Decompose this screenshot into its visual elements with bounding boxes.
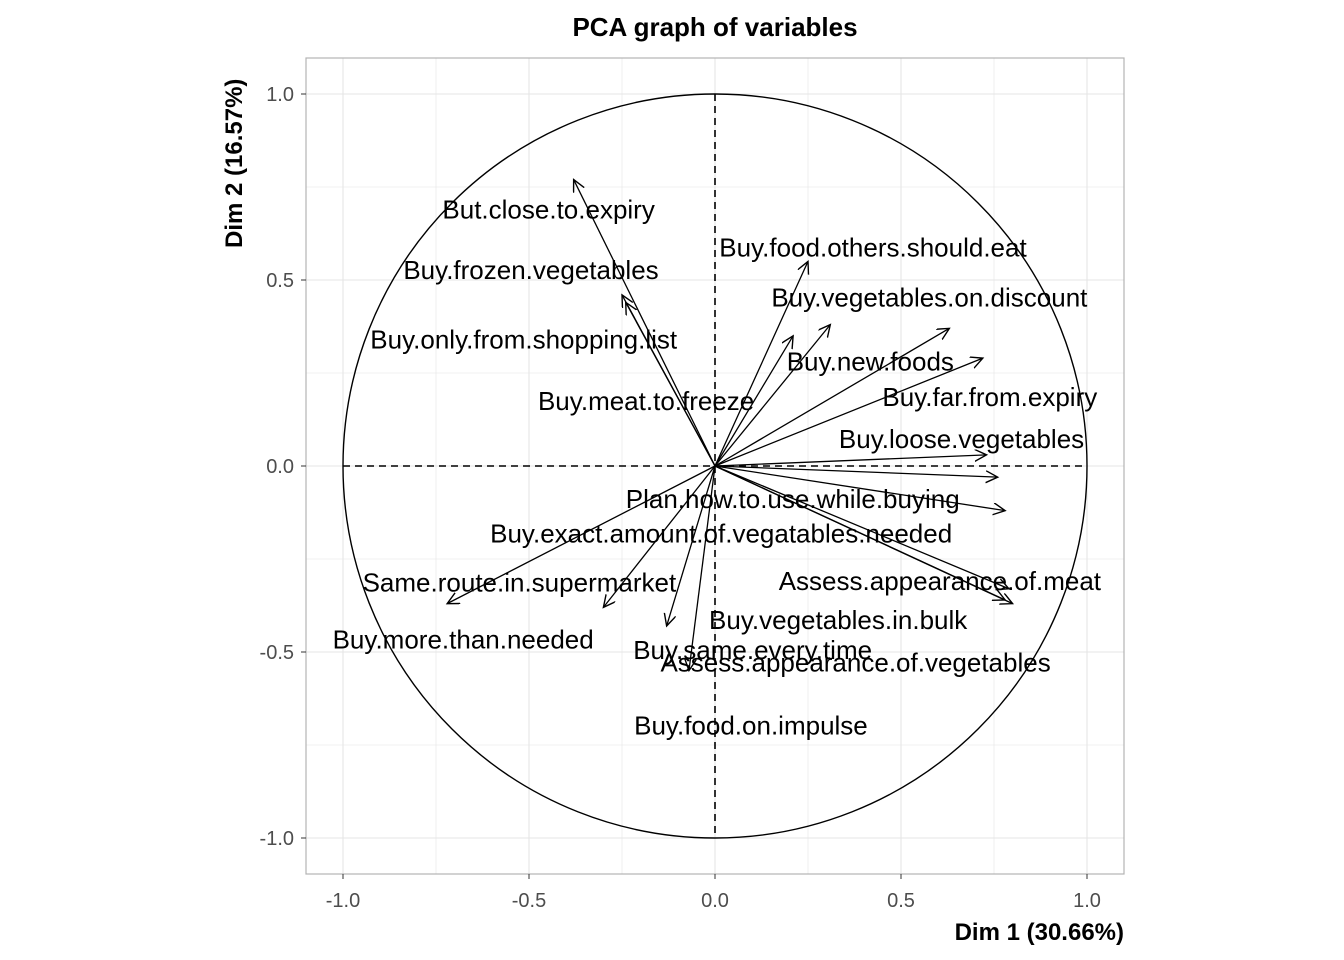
variable-arrow: [714, 261, 808, 467]
variable-arrow: [603, 465, 716, 607]
unit-circle-layer: [342, 93, 1088, 839]
variable-arrow: [714, 455, 987, 467]
x-axis-title: Dim 1 (30.66%): [955, 919, 1124, 946]
variable-labels: But.close.to.expiry Buy.frozen.vegetables…: [333, 195, 1102, 741]
y-axis-title: Dim 2 (16.57%): [221, 79, 248, 248]
y-tick-label: 0.5: [266, 270, 294, 292]
variable-label: Plan.how.to.use.while.buying: [626, 484, 960, 514]
variable-arrow: [626, 302, 716, 467]
x-tick-label: 0.5: [887, 890, 915, 912]
y-axis-ticks: -1.0 -0.5 0.0 0.5 1.0: [260, 84, 306, 850]
variable-arrow: [714, 325, 830, 467]
variable-label: Assess.appearance.of.vegetables: [660, 648, 1050, 678]
variable-arrow: [714, 465, 1009, 589]
variable-label: Buy.meat.to.freeze: [538, 386, 754, 416]
variable-arrow: [447, 465, 716, 604]
x-axis-ticks: -1.0 -0.5 0.0 0.5 1.0: [326, 874, 1101, 912]
variable-label: Buy.loose.vegetables: [839, 424, 1084, 454]
y-tick-label: -0.5: [260, 642, 294, 664]
variable-label: Buy.far.from.expiry: [882, 382, 1097, 412]
variable-label: Buy.exact.amount.of.vegatables.needed: [490, 519, 952, 549]
variable-label: Buy.food.others.should.eat: [719, 232, 1027, 262]
variable-label: Buy.frozen.vegetables: [403, 255, 658, 285]
variable-label: Buy.new.foods: [787, 347, 954, 377]
variable-label: But.close.to.expiry: [442, 195, 654, 225]
variable-label: Buy.only.from.shopping.list: [370, 324, 678, 354]
x-tick-label: 1.0: [1073, 890, 1101, 912]
variable-arrow: [689, 465, 716, 671]
variable-label: Buy.same.every.time: [633, 635, 872, 665]
unit-circle: [342, 93, 1088, 839]
x-tick-label: -0.5: [512, 890, 546, 912]
variable-label: Assess.appearance.of.meat: [779, 566, 1102, 596]
chart-title: PCA graph of variables: [572, 12, 857, 42]
variable-arrow: [667, 465, 716, 626]
variable-label: Same.route.in.supermarket: [363, 567, 677, 597]
variable-arrow: [714, 465, 998, 477]
variable-label: Buy.vegetables.on.discount: [771, 282, 1088, 312]
x-tick-label: 0.0: [701, 890, 729, 912]
y-tick-label: 1.0: [266, 84, 294, 106]
variable-arrow: [714, 358, 983, 467]
variable-label: Buy.vegetables.in.bulk: [709, 605, 968, 635]
y-tick-label: -1.0: [260, 828, 294, 850]
variable-arrow: [714, 328, 949, 467]
variable-label: Buy.more.than.needed: [333, 625, 594, 655]
variable-label: Buy.food.on.impulse: [634, 711, 868, 741]
variable-arrow: [714, 465, 1005, 511]
variable-arrows: [447, 180, 1012, 671]
variable-arrow: [714, 465, 1013, 604]
variable-arrow: [574, 180, 716, 467]
variable-arrow: [714, 336, 793, 467]
y-tick-label: 0.0: [266, 456, 294, 478]
x-tick-label: -1.0: [326, 890, 360, 912]
